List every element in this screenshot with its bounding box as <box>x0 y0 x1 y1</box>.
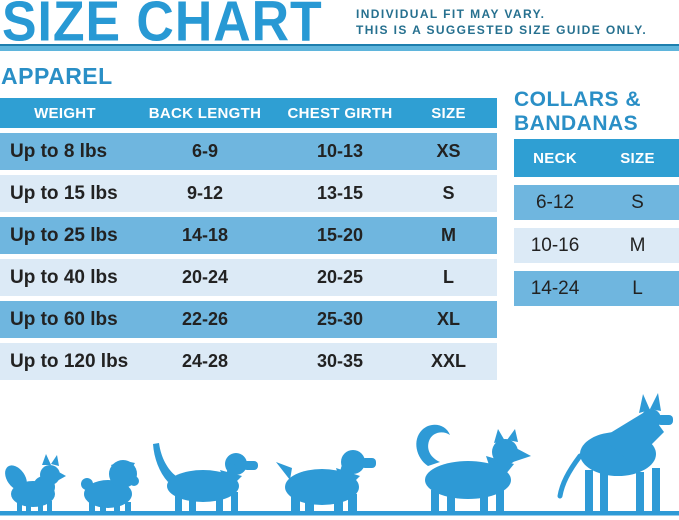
table-row: Up to 8 lbs 6-9 10-13 XS <box>0 133 497 170</box>
column-header-neck: NECK <box>533 149 577 167</box>
cocker-spaniel-icon <box>276 450 376 513</box>
size-cell: S <box>631 191 644 213</box>
apparel-section-heading: APPAREL <box>1 63 113 89</box>
size-cell: S <box>442 183 455 203</box>
disclaimer: INDIVIDUAL FIT MAY VARY. THIS IS A SUGGE… <box>356 6 647 38</box>
pug-icon <box>81 460 139 513</box>
chest-girth-cell: 25-30 <box>316 309 364 329</box>
pomeranian-icon <box>5 454 66 513</box>
apparel-table-header: WEIGHT BACK LENGTH CHEST GIRTH SIZE <box>0 98 497 128</box>
table-row: Up to 25 lbs 14-18 15-20 M <box>0 217 497 254</box>
great-dane-icon <box>557 393 673 513</box>
husky-icon <box>416 424 531 513</box>
neck-cell: 14-24 <box>530 277 580 299</box>
dog-size-illustration <box>0 393 679 516</box>
header-divider <box>0 44 679 51</box>
column-header-back-length: BACK LENGTH <box>148 104 262 122</box>
table-row: Up to 40 lbs 20-24 20-25 L <box>0 259 497 296</box>
table-row: 14-24 L <box>514 271 679 306</box>
size-cell: XXL <box>430 351 466 371</box>
weight-cell: Up to 8 lbs <box>10 140 108 162</box>
chest-girth-cell: 20-25 <box>316 267 364 287</box>
disclaimer-line-1: INDIVIDUAL FIT MAY VARY. <box>356 7 546 21</box>
neck-cell: 6-12 <box>535 191 575 213</box>
size-cell: XL <box>436 309 460 329</box>
weight-cell: Up to 15 lbs <box>10 182 118 204</box>
back-length-cell: 14-18 <box>181 225 229 245</box>
chest-girth-cell: 13-15 <box>316 183 364 203</box>
table-row: Up to 60 lbs 22-26 25-30 XL <box>0 301 497 338</box>
weight-cell: Up to 60 lbs <box>10 308 118 330</box>
weight-cell: Up to 40 lbs <box>10 266 118 288</box>
collars-table-header: NECK SIZE <box>514 139 679 177</box>
column-header-size: SIZE <box>431 104 466 122</box>
table-row: 6-12 S <box>514 185 679 220</box>
column-header-weight: WEIGHT <box>34 104 96 122</box>
size-cell: L <box>632 277 643 299</box>
size-cell: XS <box>436 141 461 161</box>
size-cell: M <box>441 225 456 245</box>
disclaimer-line-2: THIS IS A SUGGESTED SIZE GUIDE ONLY. <box>356 23 648 37</box>
size-cell: M <box>629 234 646 256</box>
size-cell: L <box>443 267 454 287</box>
chest-girth-cell: 10-13 <box>316 141 364 161</box>
table-row: 10-16 M <box>514 228 679 263</box>
collars-size-table: NECK SIZE 6-12 S 10-16 M 14-24 L <box>514 139 679 306</box>
weight-cell: Up to 120 lbs <box>10 350 129 372</box>
table-row: Up to 120 lbs 24-28 30-35 XXL <box>0 343 497 380</box>
chest-girth-cell: 15-20 <box>316 225 364 245</box>
apparel-size-table: WEIGHT BACK LENGTH CHEST GIRTH SIZE Up t… <box>0 98 497 380</box>
back-length-cell: 22-26 <box>181 309 229 329</box>
collars-section-heading: COLLARS & BANDANAS <box>514 88 641 135</box>
chest-girth-cell: 30-35 <box>316 351 364 371</box>
neck-cell: 10-16 <box>530 234 580 256</box>
back-length-cell: 20-24 <box>181 267 229 287</box>
column-header-chest-girth: CHEST GIRTH <box>287 104 393 122</box>
beagle-icon <box>153 443 258 513</box>
back-length-cell: 24-28 <box>181 351 229 371</box>
table-row: Up to 15 lbs 9-12 13-15 S <box>0 175 497 212</box>
back-length-cell: 9-12 <box>186 183 224 203</box>
page-title: SIZE CHART <box>2 0 323 54</box>
ground-line <box>0 511 679 516</box>
weight-cell: Up to 25 lbs <box>10 224 118 246</box>
column-header-size: SIZE <box>620 149 655 167</box>
back-length-cell: 6-9 <box>191 141 218 161</box>
